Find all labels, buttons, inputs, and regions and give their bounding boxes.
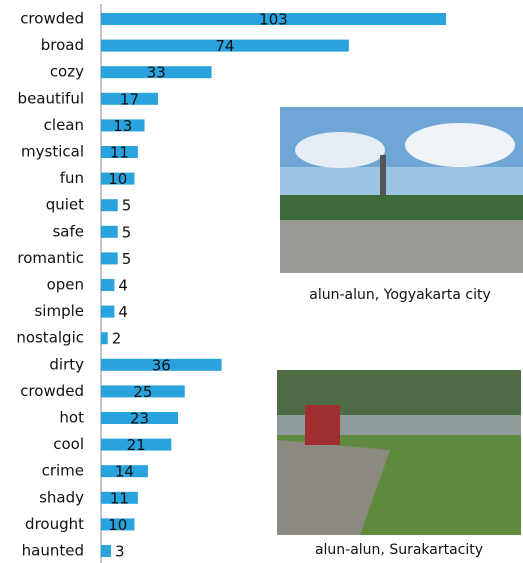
bar — [101, 358, 222, 371]
value-label: 13 — [113, 117, 132, 135]
y-tick-label: crowded — [20, 382, 84, 400]
bar — [101, 146, 138, 158]
y-tick-label: cool — [53, 435, 84, 453]
bar — [101, 252, 118, 265]
value-label: 17 — [120, 90, 139, 108]
bar — [101, 119, 145, 132]
y-tick-label: hot — [59, 409, 84, 427]
y-tick-label: fun — [60, 169, 84, 187]
bar — [101, 172, 135, 185]
bar — [101, 279, 115, 291]
value-label: 5 — [122, 223, 132, 241]
y-tick-label: romantic — [17, 249, 84, 267]
y-tick-label: quiet — [46, 196, 84, 214]
bar — [101, 491, 138, 504]
value-label: 33 — [147, 64, 166, 82]
bar — [101, 332, 108, 345]
y-tick-label: crime — [42, 462, 84, 480]
bar — [101, 412, 179, 424]
y-tick-label: crowded — [20, 10, 84, 28]
photo-caption: alun-alun, Surakartacity — [315, 542, 483, 558]
photo-caption: alun-alun, Yogyakarta city — [309, 287, 490, 303]
value-label: 23 — [130, 410, 149, 428]
y-tick-label: simple — [34, 302, 84, 320]
y-tick-label: drought — [25, 515, 84, 533]
value-label: 14 — [115, 463, 134, 481]
bar — [101, 13, 446, 25]
bar — [101, 518, 135, 531]
value-label: 36 — [152, 356, 171, 374]
y-tick-label: haunted — [22, 542, 84, 560]
y-tick-label: nostalgic — [16, 329, 84, 347]
value-label: 21 — [127, 436, 146, 454]
y-tick-label: beautiful — [18, 89, 84, 107]
value-label: 11 — [110, 489, 129, 507]
bar — [101, 199, 118, 212]
value-label: 11 — [110, 144, 129, 162]
value-label: 10 — [108, 170, 127, 188]
y-tick-label: mystical — [21, 143, 84, 161]
y-tick-label: dirty — [49, 355, 84, 373]
bar — [101, 225, 118, 238]
value-label: 25 — [133, 383, 152, 401]
value-label: 3 — [115, 543, 125, 561]
bar — [101, 39, 349, 52]
photo-yogyakarta — [280, 107, 523, 273]
value-label: 103 — [259, 11, 288, 29]
photo-surakarta — [277, 370, 521, 535]
value-label: 2 — [112, 330, 122, 348]
y-tick-label: broad — [41, 36, 84, 54]
value-label: 4 — [118, 303, 128, 321]
value-label: 74 — [215, 37, 234, 55]
value-label: 4 — [118, 277, 128, 295]
bar — [101, 465, 148, 478]
bar — [101, 305, 115, 318]
bar — [101, 385, 185, 398]
y-tick-label: safe — [52, 222, 84, 240]
y-tick-label: shady — [39, 488, 84, 506]
bar — [101, 92, 158, 105]
y-tick-label: open — [47, 276, 84, 294]
value-label: 10 — [108, 516, 127, 534]
value-label: 5 — [122, 197, 132, 215]
bar — [101, 66, 212, 79]
y-tick-label: clean — [44, 116, 84, 134]
y-tick-label: cozy — [50, 63, 84, 81]
bar — [101, 545, 112, 557]
value-label: 5 — [122, 250, 132, 268]
bar — [101, 438, 172, 451]
